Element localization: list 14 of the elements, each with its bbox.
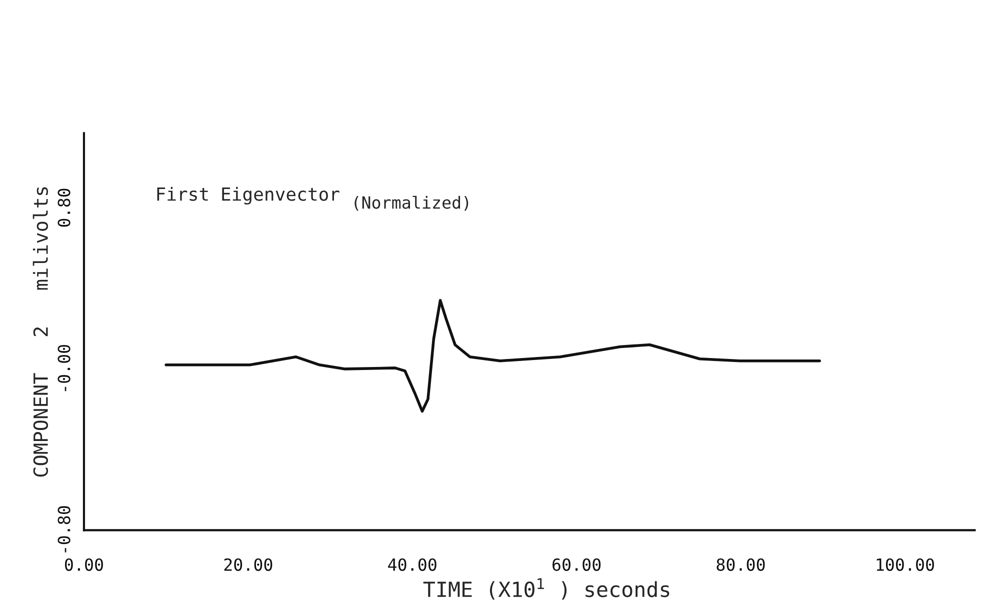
x-tick-label: 100.00: [876, 558, 934, 571]
y-axis-title: COMPONENT 2 milivolts: [32, 187, 48, 477]
x-tick-label: 60.00: [552, 558, 601, 571]
x-tick-label: 40.00: [388, 558, 436, 571]
y-tick-label: 0.80: [58, 188, 70, 227]
y-tick-label: -0.80: [58, 506, 70, 552]
x-tick-label: 80.00: [716, 558, 765, 571]
text: TIME (X10$^{1}$ ) seconds: [423, 578, 670, 600]
annotation: (Normalized): [354, 196, 468, 211]
line-series: [164, 299, 821, 413]
x-tick-label: 0.00: [64, 558, 103, 571]
y-tick-label: -0.00: [58, 344, 70, 392]
annotation: First Eigenvector: [157, 186, 340, 205]
x-tick-label: 20.00: [224, 558, 272, 571]
